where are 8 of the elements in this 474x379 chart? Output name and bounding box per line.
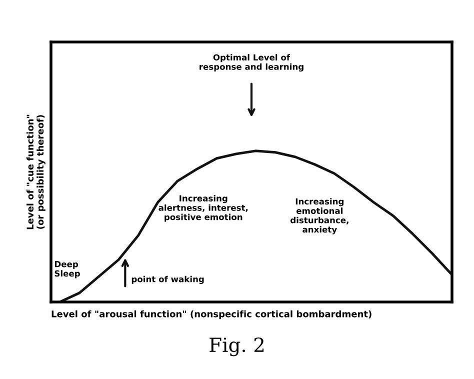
x-axis-title: Level of "arousal function" (nonspecific cortical bombardment) (52, 310, 372, 320)
annotation: Increasing emotional disturbance, anxiety (290, 198, 348, 234)
y-axis-title: Level of "cue function" (or possibility thereof) (26, 114, 46, 230)
annotation: point of waking (132, 276, 204, 284)
annotation: Increasing alertness, interest, positive emotion (158, 195, 248, 222)
annotation: Deep Sleep (54, 261, 80, 278)
text: Optimal Level of response and learning (200, 54, 304, 72)
caption: Fig. 2 (210, 337, 264, 356)
